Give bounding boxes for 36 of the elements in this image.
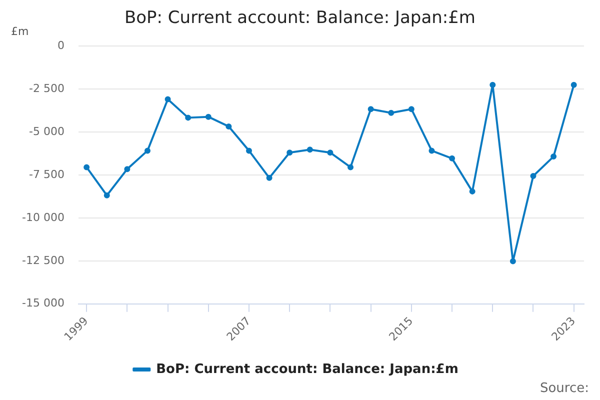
point <box>286 150 293 156</box>
point <box>306 146 313 153</box>
point <box>550 154 557 160</box>
y-tick-label: -5 000 <box>28 124 64 138</box>
y-tick-label: -10 000 <box>22 210 64 224</box>
point <box>266 174 272 181</box>
chart-title: BoP: Current account: Balance: Japan:£m <box>124 8 476 28</box>
y-tick-label: -15 000 <box>22 296 64 310</box>
point <box>348 164 354 170</box>
legend-label: BoP: Current account: Balance: Japan:£m <box>156 362 458 377</box>
point <box>144 148 150 154</box>
point <box>124 166 130 172</box>
point <box>104 192 110 198</box>
y-tick-label: -12 500 <box>22 254 64 267</box>
point <box>205 114 212 120</box>
y-axis-title: £m <box>11 25 29 38</box>
point <box>490 82 496 88</box>
y-tick-label: 0 <box>57 38 64 52</box>
source-note: Source: <box>540 381 589 396</box>
point <box>246 148 252 154</box>
point <box>84 164 90 170</box>
y-tick-label: -2 500 <box>28 82 64 95</box>
y-tick-label: -7 500 <box>28 168 64 181</box>
point <box>530 172 536 179</box>
point <box>388 110 394 116</box>
point <box>327 150 334 156</box>
point <box>226 123 232 130</box>
point <box>164 96 171 102</box>
point <box>368 106 374 112</box>
point <box>408 106 414 112</box>
point <box>469 188 476 194</box>
point <box>428 148 435 154</box>
point <box>449 155 456 162</box>
point <box>185 114 192 121</box>
point <box>510 258 516 264</box>
point <box>570 82 577 88</box>
